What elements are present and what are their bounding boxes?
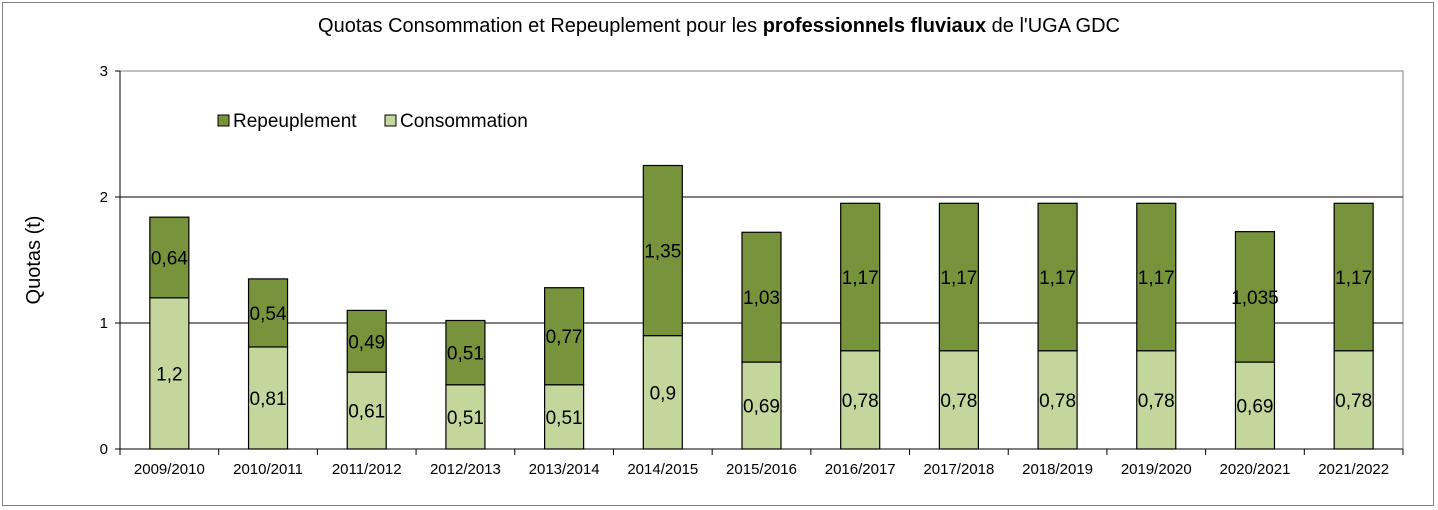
- data-label-repeuplement: 1,35: [644, 242, 681, 263]
- data-label-consommation: 0,78: [1039, 391, 1076, 412]
- bar-repeuplement: [247, 278, 289, 348]
- x-tick-label: 2012/2013: [430, 461, 501, 478]
- bar-consommation: [840, 350, 881, 450]
- x-tick-label: 2011/2012: [332, 461, 402, 478]
- data-label-repeuplement: 0,77: [546, 327, 583, 348]
- data-label-repeuplement: 1,17: [1039, 268, 1076, 289]
- bar-repeuplement: [741, 231, 782, 363]
- data-label-repeuplement: 0,51: [447, 344, 484, 365]
- data-label-repeuplement: 1,17: [1138, 268, 1175, 289]
- data-label-repeuplement: 1,17: [1335, 268, 1372, 289]
- title-part-2: professionnels fluviaux: [762, 15, 987, 37]
- bar-repeuplement: [642, 164, 683, 337]
- y-tick-label: 0: [100, 441, 108, 458]
- title-part-3: de l'UGA GDC: [986, 15, 1120, 37]
- x-tick-label: 2013/2014: [529, 461, 600, 478]
- x-tick-label: 2016/2017: [825, 461, 896, 478]
- title-part-1: Quotas Consommation et Repeuplement pour…: [318, 15, 763, 37]
- legend-swatch-consommation: [384, 114, 397, 127]
- bar-repeuplement: [445, 319, 486, 386]
- bars: 1,2 0,64 0,81 0,54 0,61 0,49 0,51 0,51 0,51 0,77 0…: [149, 164, 1374, 450]
- chart-title: Quotas Consommation et Repeuplement pour…: [0, 15, 1438, 38]
- legend-label-consommation: Consommation: [400, 111, 528, 132]
- axes: 0 1 2 3 Quotas (t) 2009/2010 2010/2011 2011/201…: [23, 63, 1404, 478]
- data-label-repeuplement: 1,03: [743, 288, 780, 309]
- y-tick-label: 2: [100, 189, 108, 206]
- data-label-consommation: 1,2: [156, 364, 182, 385]
- x-tick-label: 2014/2015: [627, 461, 698, 478]
- bar-repeuplement: [149, 216, 190, 299]
- bar-consommation: [741, 361, 782, 450]
- data-label-consommation: 0,78: [842, 391, 879, 412]
- bar-consommation: [346, 371, 387, 450]
- bar-repeuplement: [346, 309, 387, 373]
- x-tick-label: 2009/2010: [134, 461, 205, 478]
- data-label-consommation: 0,51: [546, 408, 583, 429]
- x-tick-label: 2010/2011: [233, 461, 303, 478]
- data-label-repeuplement: 0,64: [151, 248, 188, 269]
- x-tick-label: 2021/2022: [1318, 461, 1389, 478]
- bar-consommation: [247, 346, 289, 450]
- y-tick-label: 1: [100, 315, 108, 332]
- x-tick-label: 2020/2021: [1220, 461, 1291, 478]
- data-label-repeuplement: 1,17: [940, 268, 977, 289]
- data-label-consommation: 0,9: [650, 383, 676, 404]
- data-label-consommation: 0,69: [1236, 397, 1273, 418]
- data-label-consommation: 0,61: [348, 402, 385, 423]
- bar-consommation: [938, 350, 979, 450]
- bar-repeuplement: [1037, 202, 1078, 352]
- legend-label-repeuplement: Repeuplement: [233, 111, 357, 132]
- data-label-consommation: 0,51: [447, 408, 484, 429]
- bar-repeuplement: [938, 202, 979, 352]
- x-tick-label: 2015/2016: [726, 461, 797, 478]
- y-tick-label: 3: [100, 63, 108, 80]
- x-tick-label: 2017/2018: [923, 461, 994, 478]
- data-label-consommation: 0,78: [1138, 391, 1175, 412]
- data-label-repeuplement: 1,17: [842, 268, 879, 289]
- data-label-consommation: 0,78: [940, 391, 977, 412]
- bar-repeuplement: [544, 287, 585, 386]
- data-label-consommation: 0,78: [1335, 391, 1372, 412]
- data-label-consommation: 0,69: [743, 397, 780, 418]
- bar-repeuplement: [840, 202, 881, 352]
- legend-swatch-repeuplement: [217, 114, 230, 127]
- bar-consommation: [1333, 350, 1374, 450]
- data-label-repeuplement: 1,035: [1231, 288, 1279, 309]
- bar-repeuplement: [1136, 202, 1177, 352]
- data-label-repeuplement: 0,54: [250, 304, 287, 325]
- legend: Repeuplement Consommation: [217, 111, 528, 132]
- x-tick-label: 2019/2020: [1121, 461, 1192, 478]
- y-axis-label: Quotas (t): [23, 216, 45, 305]
- bar-repeuplement: [1234, 231, 1276, 363]
- bar-repeuplement: [1333, 202, 1374, 352]
- data-label-repeuplement: 0,49: [348, 332, 385, 353]
- data-label-consommation: 0,81: [250, 389, 287, 410]
- bar-consommation: [544, 384, 585, 450]
- x-tick-label: 2018/2019: [1022, 461, 1093, 478]
- bar-consommation: [445, 384, 486, 450]
